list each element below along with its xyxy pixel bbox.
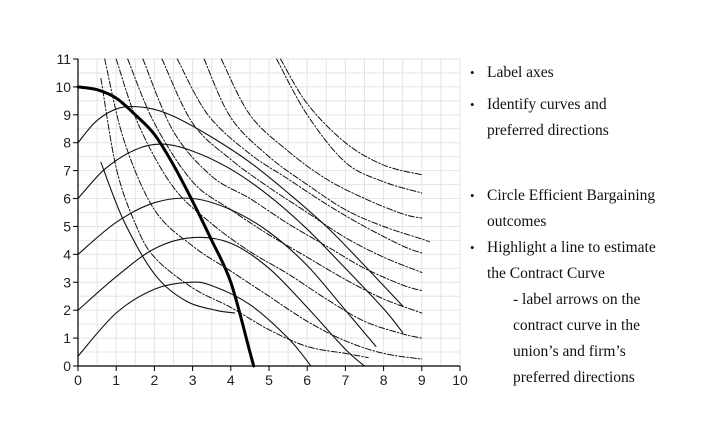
isoprofit-curve xyxy=(104,58,423,360)
x-tick-label: 2 xyxy=(151,372,159,388)
y-tick-label: 5 xyxy=(63,218,71,234)
y-tick-label: 0 xyxy=(63,358,71,374)
notes-panel: • Label axes • Identify curves and prefe… xyxy=(470,60,710,391)
x-tick-label: 7 xyxy=(342,372,350,388)
y-tick-label: 8 xyxy=(63,135,71,151)
union-indifference-curve xyxy=(77,143,404,334)
note-text-continued: preferred directions xyxy=(487,122,609,139)
x-tick-label: 0 xyxy=(74,372,82,388)
x-tick-label: 5 xyxy=(265,372,273,388)
note-text: Highlight a line to estimate xyxy=(487,239,656,256)
tick-labels: 0 1 2 3 4 5 6 7 8 9 10 0 1 2 3 4 5 6 7 8 9 10 11 xyxy=(55,51,468,388)
note-text-continued: the Contract Curve xyxy=(487,265,605,282)
grid xyxy=(77,58,461,367)
x-tick-label: 8 xyxy=(380,372,388,388)
y-tick-label: 1 xyxy=(63,330,71,346)
note-text-continued: outcomes xyxy=(487,213,547,230)
y-tick-label: 9 xyxy=(63,107,71,123)
sub-note-line: - label arrows on the xyxy=(513,291,641,308)
isoprofit-curve xyxy=(127,58,423,314)
curves xyxy=(76,58,430,368)
note-text: Label axes xyxy=(487,64,554,81)
isoprofit-curve xyxy=(100,78,369,359)
contract-curve xyxy=(76,85,256,368)
note-item: • Highlight a line to estimate the Contr… xyxy=(470,235,710,287)
y-tick-label: 10 xyxy=(55,79,71,95)
note-item: • Label axes xyxy=(470,60,710,86)
union-indifference-curve xyxy=(77,105,404,307)
isoprofit-curve xyxy=(280,58,423,176)
axes xyxy=(73,58,461,371)
isoprofit-curve xyxy=(220,58,423,219)
x-tick-label: 1 xyxy=(112,372,120,388)
x-tick-label: 9 xyxy=(418,372,426,388)
isoprofit-curve xyxy=(142,58,423,292)
isoprofit-curve xyxy=(203,58,430,243)
sub-note-line: preferred directions xyxy=(513,369,635,386)
chart: 0 1 2 3 4 5 6 7 8 9 10 0 1 2 3 4 5 6 7 8 9 10 11 xyxy=(55,51,468,388)
note-item: • Identify curves and preferred directio… xyxy=(470,92,710,144)
bullet-icon: • xyxy=(470,188,475,203)
isoprofit-curve xyxy=(276,58,423,194)
x-tick-label: 6 xyxy=(303,372,311,388)
y-tick-label: 4 xyxy=(63,246,71,262)
sub-note-line: union’s and firm’s xyxy=(513,343,626,360)
note-item: • Circle Efficient Bargaining outcomes xyxy=(470,183,710,235)
bullet-icon: • xyxy=(470,97,475,112)
sub-note: - label arrows on the contract curve in … xyxy=(470,287,710,391)
y-tick-label: 7 xyxy=(63,163,71,179)
y-tick-label: 3 xyxy=(63,274,71,290)
x-tick-label: 4 xyxy=(227,372,235,388)
isoprofit-curve xyxy=(176,58,423,254)
isoprofit-curve xyxy=(161,58,423,273)
bullet-icon: • xyxy=(470,65,475,80)
y-tick-label: 11 xyxy=(56,51,71,67)
x-tick-label: 3 xyxy=(189,372,197,388)
y-tick-label: 2 xyxy=(63,302,71,318)
sub-note-line: contract curve in the xyxy=(513,317,640,334)
y-tick-label: 6 xyxy=(63,191,71,207)
union-indifference-curve xyxy=(100,161,236,314)
union-indifference-curve xyxy=(77,236,366,367)
union-indifference-curve xyxy=(77,281,312,367)
bullet-icon: • xyxy=(470,240,475,255)
note-text: Identify curves and xyxy=(487,96,607,113)
x-tick-label: 10 xyxy=(452,372,468,388)
note-text: Circle Efficient Bargaining xyxy=(487,187,656,204)
isoprofit-curve xyxy=(115,58,423,339)
